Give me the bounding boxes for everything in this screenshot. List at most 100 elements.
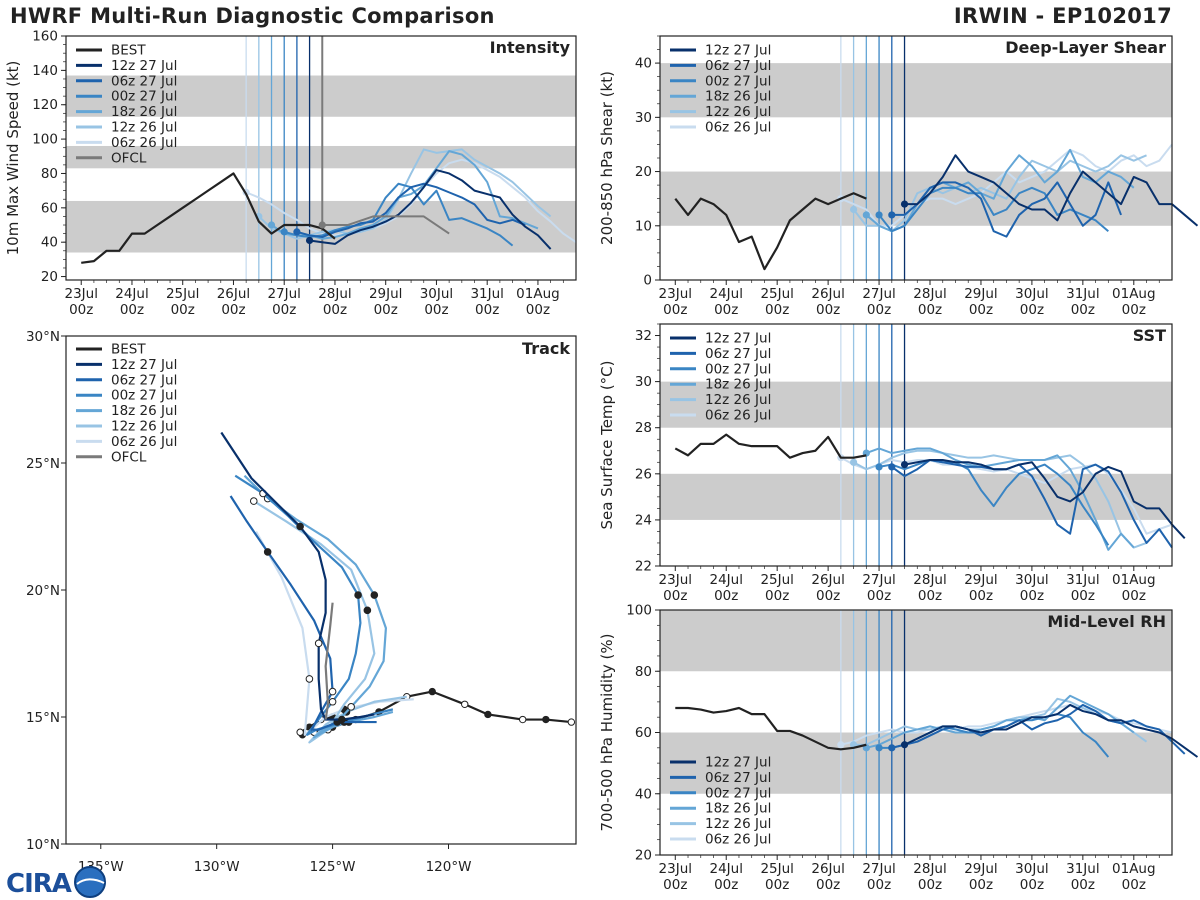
rh-init-point	[888, 744, 896, 752]
intensity-band	[66, 75, 576, 117]
intensity-legend-label: 12z 26 Jul	[111, 120, 177, 136]
shear-xtick-sublabel: 00z	[1071, 302, 1095, 318]
rh-init-point	[875, 744, 883, 752]
rh-xtick-label: 01Aug	[1112, 861, 1156, 877]
sst-ytick-label: 26	[635, 466, 652, 482]
rh-ylabel: 700-500 hPa Humidity (%)	[598, 633, 616, 831]
figure-title: HWRF Multi-Run Diagnostic Comparison	[10, 4, 495, 28]
shear-xtick-label: 25Jul	[760, 286, 793, 302]
sst-init-point	[875, 463, 883, 471]
track-title: Track	[522, 339, 570, 358]
intensity-xtick-sublabel: 00z	[323, 302, 347, 318]
intensity-xtick-label: 25Jul	[166, 286, 199, 302]
intensity-frame	[65, 35, 577, 281]
track-point	[338, 715, 346, 724]
rh-xtick-label: 29Jul	[964, 861, 997, 877]
intensity-title: Intensity	[490, 38, 571, 57]
shear-xtick-label: 23Jul	[659, 286, 692, 302]
shear-series	[674, 192, 867, 271]
intensity-ytick-label: 40	[41, 235, 58, 251]
rh-legend-label: 12z 26 Jul	[705, 816, 771, 832]
track-point	[296, 522, 304, 531]
track-point	[328, 697, 337, 706]
rh-legend-label: 12z 27 Jul	[705, 755, 771, 771]
intensity-xtick-label: 29Jul	[369, 286, 402, 302]
sst-ytick-label: 32	[635, 328, 652, 344]
rh-xtick-label: 30Jul	[1015, 861, 1048, 877]
intensity-ytick-label: 120	[32, 97, 58, 113]
rh-ytick-label: 80	[635, 664, 652, 680]
rh-xtick-label: 28Jul	[913, 861, 946, 877]
sst-xtick-label: 01Aug	[1112, 572, 1156, 588]
sst-xtick-label: 26Jul	[811, 572, 844, 588]
rh-xtick-sublabel: 00z	[714, 877, 738, 893]
logo-globe-icon	[74, 866, 106, 898]
shear-ytick-label: 30	[635, 110, 652, 126]
track-point	[542, 715, 550, 724]
sst-xtick-label: 31Jul	[1066, 572, 1099, 588]
track-legend-label: 06z 26 Jul	[111, 434, 177, 450]
shear-ytick-label: 0	[643, 273, 652, 289]
sst-series	[904, 458, 1186, 540]
track-legend-label: 18z 26 Jul	[111, 403, 177, 419]
sst-init-point	[849, 458, 858, 466]
intensity-xtick-label: 23Jul	[64, 286, 97, 302]
rh-init-point	[837, 741, 845, 749]
intensity-xtick-label: 24Jul	[115, 286, 148, 302]
rh-xtick-sublabel: 00z	[765, 877, 789, 893]
intensity-legend-label: BEST	[111, 43, 146, 59]
storm-id: IRWIN - EP102017	[953, 4, 1172, 28]
intensity-xtick-label: 31Jul	[470, 286, 503, 302]
track-legend-label: 12z 27 Jul	[111, 357, 177, 373]
intensity-series	[296, 182, 526, 239]
shear-xtick-label: 24Jul	[709, 286, 742, 302]
sst-xtick-label: 28Jul	[913, 572, 946, 588]
intensity-legend-label: 06z 27 Jul	[111, 73, 177, 89]
shear-band	[660, 63, 1172, 118]
rh-xtick-sublabel: 00z	[969, 877, 993, 893]
rh-xtick-sublabel: 00z	[816, 877, 840, 893]
rh-series	[675, 706, 867, 751]
rh-band	[660, 610, 1172, 672]
sst-legend-label: 06z 26 Jul	[705, 408, 771, 424]
intensity-init-point	[305, 236, 314, 245]
shear-series	[891, 181, 1122, 238]
sst-series	[878, 458, 1110, 546]
shear-legend-label: 00z 27 Jul	[705, 73, 771, 89]
panel-intensity: 2040608010012014016023Jul00z24Jul00z25Ju…	[4, 29, 577, 318]
shear-xtick-label: 28Jul	[913, 286, 946, 302]
shear-title: Deep-Layer Shear	[1005, 38, 1166, 57]
sst-xtick-sublabel: 00z	[714, 588, 738, 604]
intensity-ylabel: 10m Max Wind Speed (kt)	[4, 61, 22, 256]
sst-xtick-sublabel: 00z	[1071, 588, 1095, 604]
track-legend-label: 00z 27 Jul	[111, 388, 177, 404]
track-point	[428, 687, 436, 696]
shear-xtick-sublabel: 00z	[1020, 302, 1044, 318]
rh-xtick-label: 27Jul	[862, 861, 895, 877]
intensity-legend-label: 12z 27 Jul	[111, 58, 177, 74]
shear-init-point	[875, 211, 883, 219]
intensity-series	[309, 169, 552, 250]
track-point	[461, 700, 469, 708]
track-point	[567, 718, 576, 726]
sst-xtick-sublabel: 00z	[816, 588, 840, 604]
sst-ylabel: Sea Surface Temp (°C)	[598, 360, 616, 529]
rh-series	[904, 703, 1199, 758]
sst-band	[660, 381, 1172, 428]
intensity-legend-label: 06z 26 Jul	[111, 135, 177, 151]
intensity-xtick-sublabel: 00z	[221, 302, 245, 318]
intensity-xtick-label: 27Jul	[267, 286, 300, 302]
intensity-ytick-label: 160	[32, 29, 58, 45]
shear-init-point	[888, 211, 896, 219]
rh-xtick-sublabel: 00z	[1122, 877, 1146, 893]
track-path	[243, 474, 394, 739]
intensity-xtick-sublabel: 00z	[475, 302, 499, 318]
intensity-legend-label: 18z 26 Jul	[111, 104, 177, 120]
track-path	[253, 500, 407, 744]
track-lat-label: 20°N	[26, 583, 60, 599]
rh-xtick-sublabel: 00z	[867, 877, 891, 893]
intensity-ytick-label: 20	[41, 269, 58, 285]
sst-init-point	[900, 460, 909, 469]
sst-legend-label: 12z 27 Jul	[705, 331, 771, 347]
